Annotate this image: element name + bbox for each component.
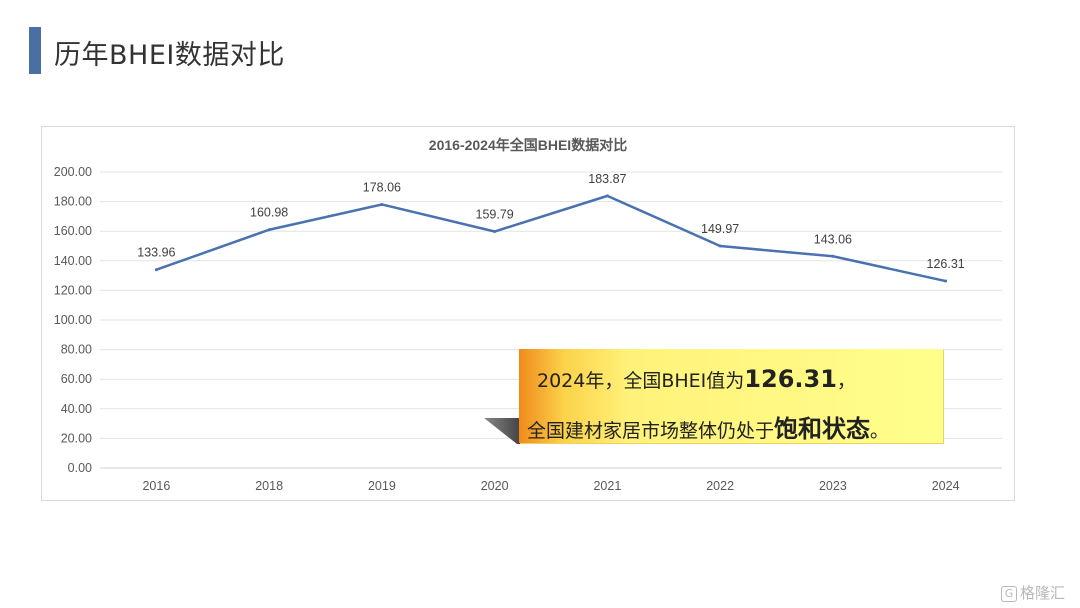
chart-title: 2016-2024年全国BHEI数据对比 [429,137,627,153]
data-label: 178.06 [363,180,401,194]
page-title: 历年BHEI数据对比 [54,40,285,71]
data-label: 160.98 [250,206,288,220]
data-label: 143.06 [814,232,852,246]
callout-line-2: 全国建材家居市场整体仍处于饱和状态。 [527,409,889,444]
data-point [493,230,497,234]
watermark-logo-icon: G [1001,585,1017,602]
x-axis-ticks: 2016 2018 2019 2020 2021 2022 2023 2024 [142,479,959,493]
data-label: 159.79 [476,208,514,222]
series-line-layer [154,194,948,283]
y-tick-label: 0.00 [68,461,92,475]
callout-line-1-suffix: ， [836,370,856,392]
data-labels: 133.96 160.98 178.06 159.79 183.87 149.97 143.… [137,172,965,271]
callout-line-2-suffix: 。 [870,420,890,442]
line-chart: 2016-2024年全国BHEI数据对比 0.00 20.00 40.00 60.00… [54,137,1002,493]
series-line [155,194,947,283]
title-accent-bar [29,27,41,74]
data-point [380,202,384,206]
callout-emphasis: 饱和状态 [774,415,871,443]
y-tick-label: 140.00 [54,254,92,268]
y-tick-label: 60.00 [61,372,92,386]
x-tick-label: 2021 [593,479,621,493]
data-label: 149.97 [701,222,739,236]
y-tick-label: 80.00 [61,343,92,357]
y-tick-label: 20.00 [61,431,92,445]
data-point [154,268,158,272]
x-tick-label: 2022 [706,479,734,493]
data-point [831,254,835,258]
chart-container: 2016-2024年全国BHEI数据对比 0.00 20.00 40.00 60.00… [41,126,1015,501]
y-axis-ticks: 0.00 20.00 40.00 60.00 80.00 100.00 120.00 140.… [54,165,92,475]
data-point [944,279,948,283]
watermark: G 格隆汇 [1001,582,1065,603]
x-tick-label: 2023 [819,479,847,493]
y-tick-label: 180.00 [54,195,92,209]
x-tick-label: 2024 [932,479,960,493]
y-tick-label: 200.00 [54,165,92,179]
callout-line-1-prefix: 2024年，全国BHEI值为 [537,370,745,392]
y-tick-label: 40.00 [61,402,92,416]
x-tick-label: 2020 [481,479,509,493]
y-tick-label: 100.00 [54,313,92,327]
y-tick-label: 160.00 [54,224,92,238]
data-point [605,194,609,198]
data-point [718,244,722,248]
callout-line-2-prefix: 全国建材家居市场整体仍处于 [527,420,775,442]
callout-bhei-value: 126.31 [744,365,837,393]
callout-box: 2024年，全国BHEI值为126.31， 全国建材家居市场整体仍处于饱和状态。 [519,349,943,443]
data-point [267,228,271,232]
data-label: 126.31 [927,257,965,271]
x-tick-label: 2019 [368,479,396,493]
y-tick-label: 120.00 [54,283,92,297]
watermark-text: 格隆汇 [1020,584,1066,602]
callout-line-1: 2024年，全国BHEI值为126.31， [537,365,856,393]
x-tick-label: 2018 [255,479,283,493]
data-label: 183.87 [588,172,626,186]
x-tick-label: 2016 [142,479,170,493]
data-label: 133.96 [137,246,175,260]
